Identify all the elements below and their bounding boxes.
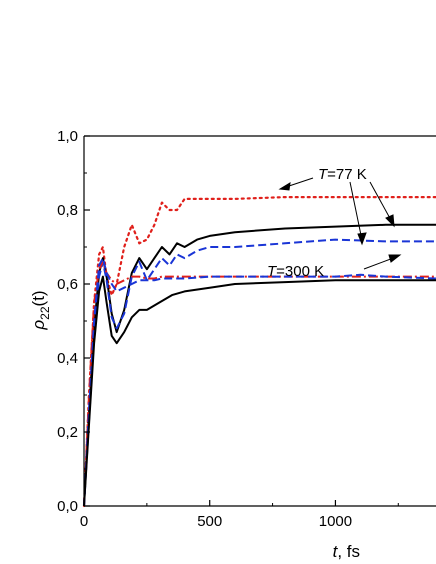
annotation-arrows: [278, 177, 402, 270]
arrowhead: [385, 214, 395, 228]
series-line-4: [83, 260, 436, 507]
x-tick-label: 500: [197, 513, 222, 530]
y-tick-label: 0,6: [57, 276, 78, 293]
arrow-77k-right: [369, 181, 393, 223]
series-layer: [82, 196, 436, 508]
y-tick-label: 1,0: [57, 128, 78, 145]
annotation-label: T=300 K: [267, 263, 324, 280]
x-tick-label: 0: [80, 513, 88, 530]
series-line-5: [83, 257, 436, 507]
axes-layer: 0,0 0,2 0,4 0,6 0,8 1,0 0 500 1000: [57, 128, 436, 530]
y-tick-label: 0,2: [57, 424, 78, 441]
x-axis-title: t, fs: [333, 542, 360, 561]
arrowhead: [357, 232, 367, 246]
series-line-1: [82, 196, 436, 508]
annotations-layer: T=77 K T=300 K: [267, 166, 367, 280]
arrowhead: [388, 254, 402, 263]
y-tick-label: 0,0: [57, 498, 78, 515]
x-tick-label: 1000: [319, 513, 352, 530]
y-tick-label: 0,4: [57, 350, 78, 367]
annotation-label: T=77 K: [318, 166, 367, 183]
arrowhead: [278, 182, 291, 191]
y-axis-title: ρ22(t): [29, 290, 52, 330]
arrow-77k-mid: [349, 181, 363, 241]
y-tick-label: 0,8: [57, 202, 78, 219]
series-line-6: [83, 275, 436, 507]
